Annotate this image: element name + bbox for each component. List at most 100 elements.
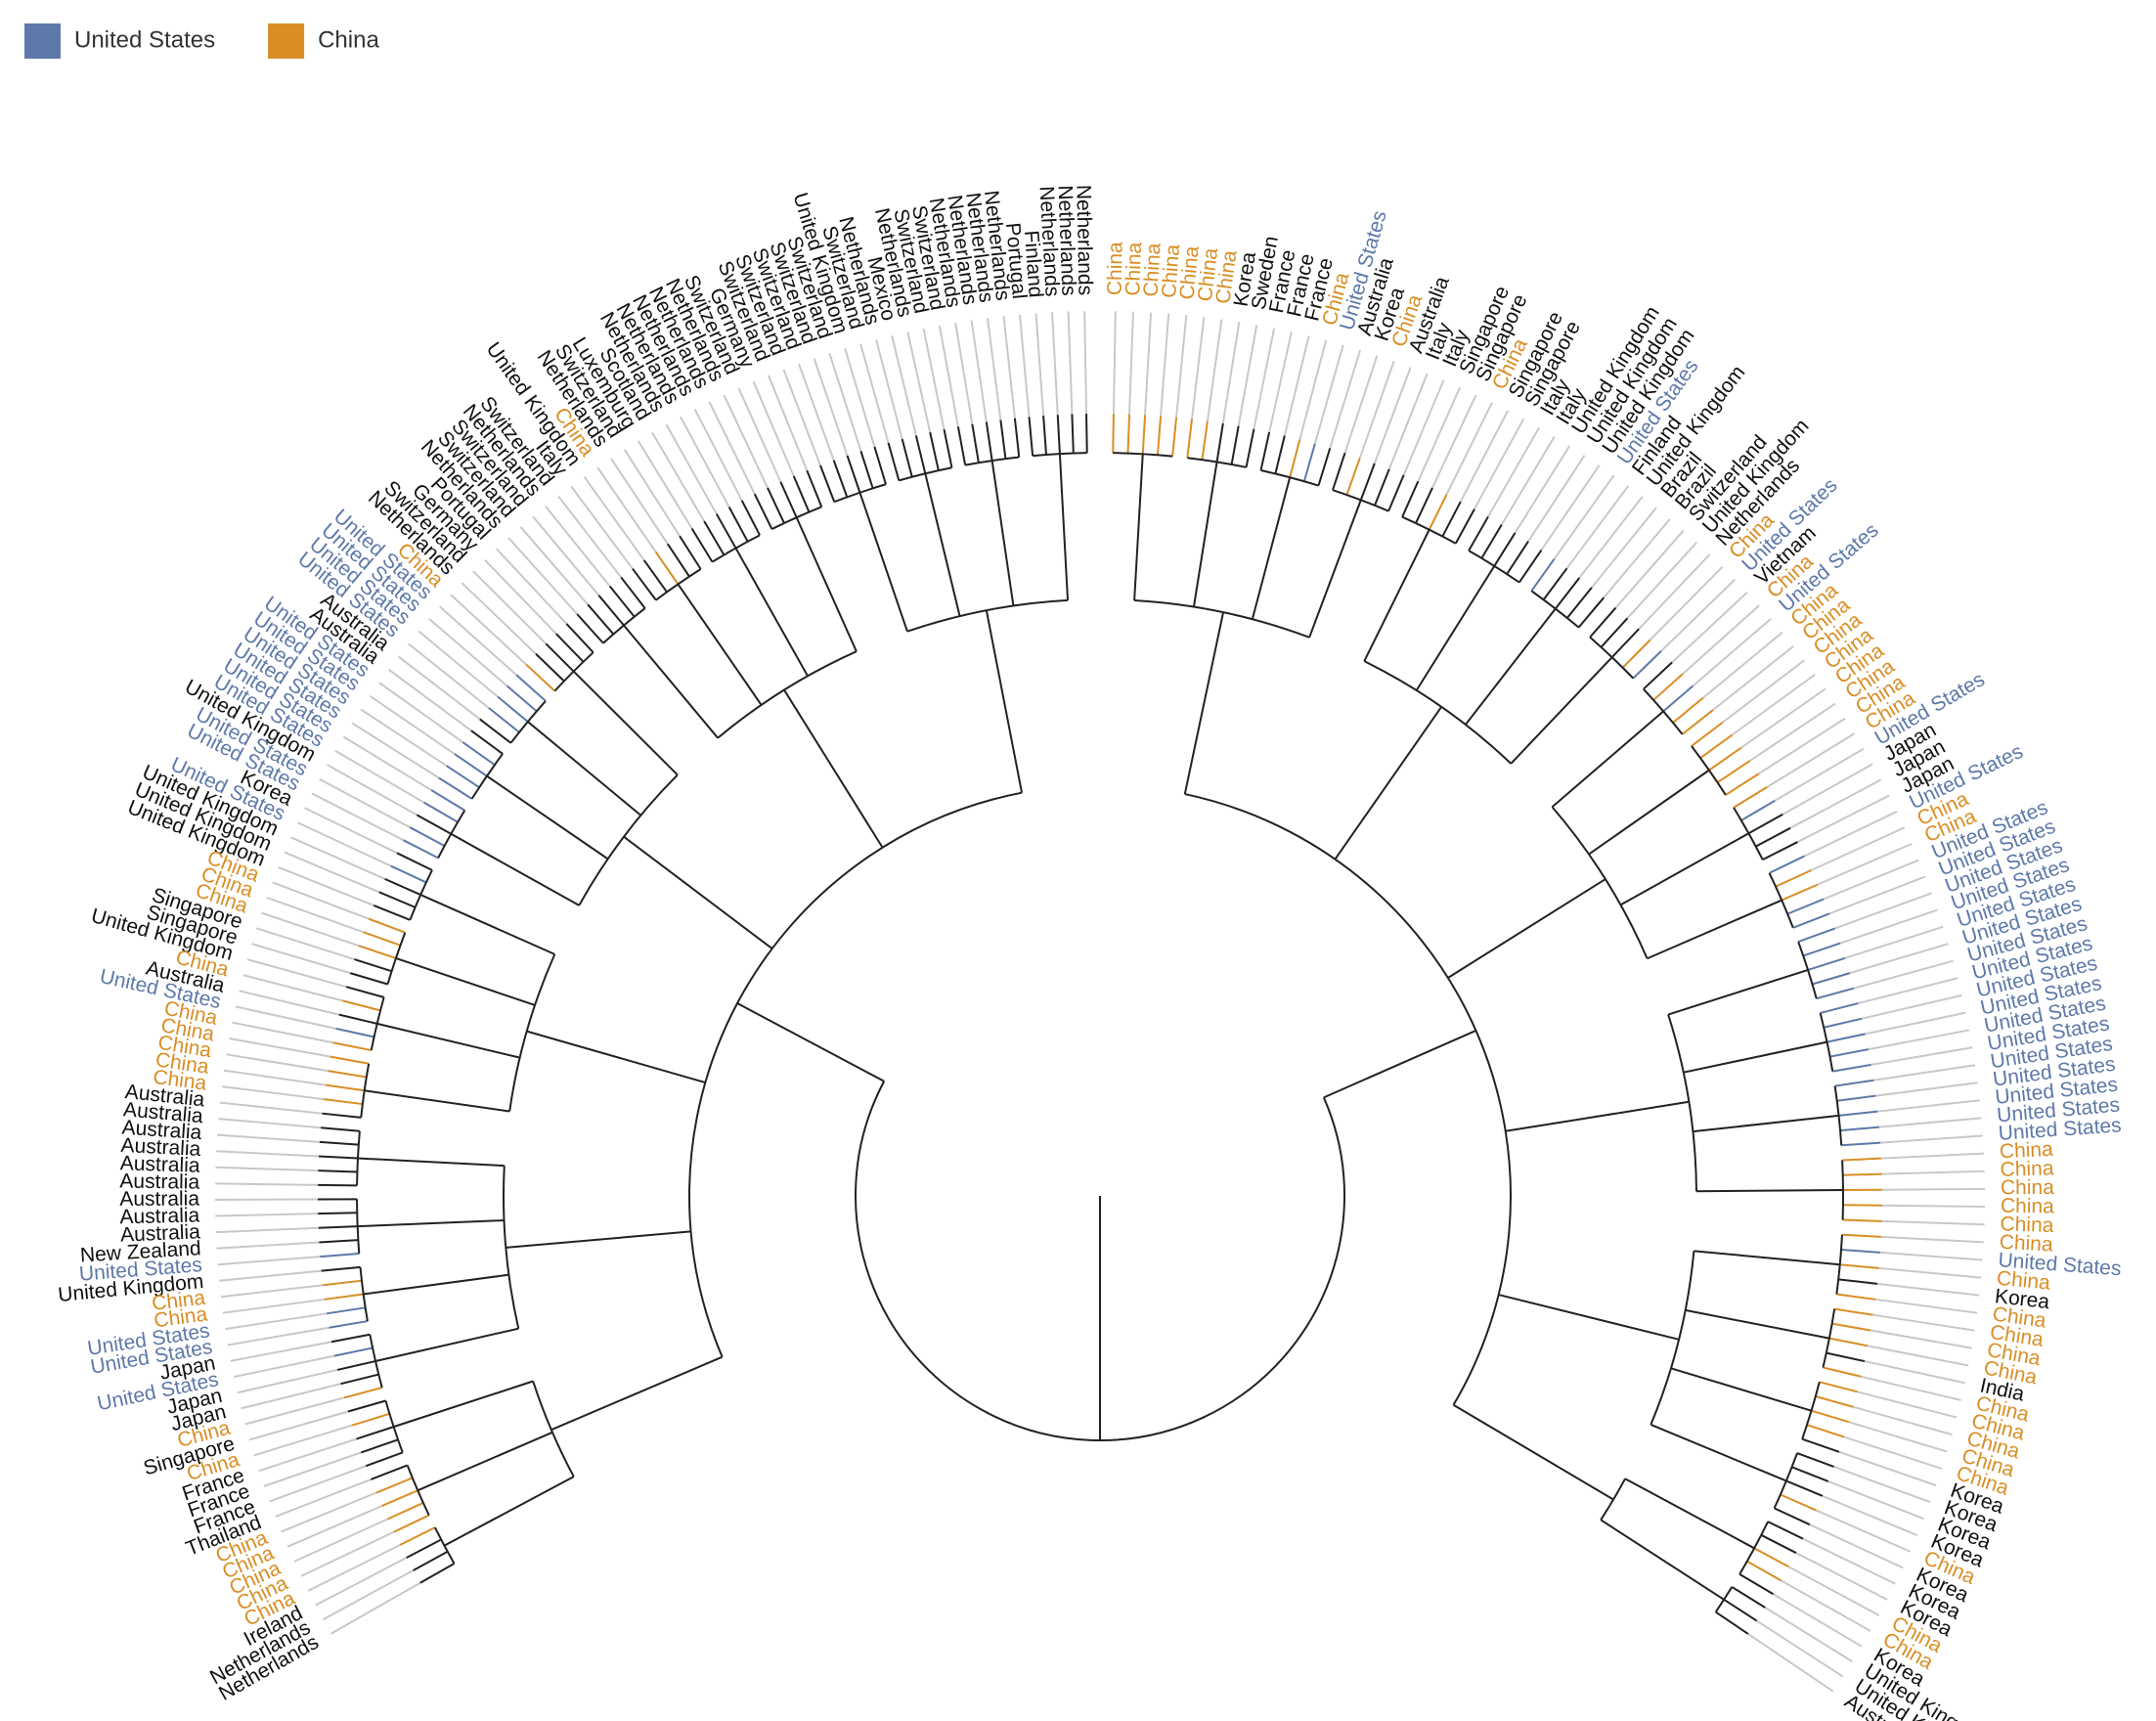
leaf-stem [1826,1033,1866,1043]
leaf-branch [1756,1619,1844,1678]
leaf-stem [320,1126,360,1132]
leaf-stem [1774,1507,1811,1526]
leaf-stem [846,455,861,494]
leaf-stem [1672,696,1704,724]
leaf-branch [461,582,537,655]
leaf-branch [253,1424,353,1457]
internal-branch [924,473,961,617]
leaf-stem [323,1279,363,1287]
leaf-stem [667,543,690,578]
leaf-branch [1206,319,1223,421]
leaf-stem [396,852,433,871]
internal-branch [386,932,407,985]
leaf-stem [1760,1533,1797,1554]
internal-branch [1453,1403,1614,1501]
leaf-branch [1873,1064,1976,1081]
internal-branch [1551,710,1664,808]
leaf-branch [1712,645,1794,711]
leaf-stem [1565,587,1593,619]
leaf-stem [345,986,384,998]
leaf-branch [583,476,645,561]
leaf-branch [596,466,657,553]
leaf-stem [1755,826,1791,848]
leaf-branch [258,1437,357,1473]
leaf-stem [1230,425,1240,465]
leaf-branch [215,1226,319,1234]
leaf-stem [727,507,749,543]
leaf-stem [1085,414,1088,454]
leaf-stem [1842,1157,1882,1162]
leaf-branch [1578,496,1644,579]
internal-branch [1643,687,1684,735]
leaf-branch [708,401,756,495]
internal-branch [1510,656,1613,765]
internal-branch [899,466,952,482]
leaf-stem [1441,501,1462,538]
leaf-stem [1746,1560,1782,1582]
leaf-branch [229,1037,330,1058]
leaf-branch [342,735,432,791]
leaf-branch [545,506,611,588]
leaf-stem [497,695,529,723]
leaf-stem [1359,463,1376,501]
leaf-stem [1785,1479,1824,1497]
leaf-stem [1769,855,1805,874]
leaf-branch [293,1518,388,1563]
internal-branch [1505,1100,1690,1132]
internal-branch [419,894,555,955]
leaf-branch [1817,842,1913,886]
leaf-branch [938,325,959,427]
leaf-stem [1610,628,1640,658]
internal-branch [1588,769,1710,856]
leaf-stem [1738,1573,1775,1596]
leaf-stem [1681,709,1714,735]
leaf-branch [220,1284,324,1299]
leaf-stem [358,945,397,959]
legend-label[interactable]: China [318,26,379,53]
leaf-label: China [1175,244,1203,300]
leaf-branch [219,1269,322,1282]
internal-branch [1251,476,1292,620]
internal-branch [553,651,594,692]
leaf-branch [218,1118,322,1129]
internal-branch [990,460,1015,606]
internal-branch [527,721,641,816]
leaf-stem [1807,956,1846,971]
leaf-stem [679,535,702,570]
leaf-branch [1858,977,1958,1005]
leaf-branch [1474,418,1525,510]
leaf-branch [241,1383,341,1410]
leaf-branch [242,974,343,1002]
leaf-branch [1810,826,1906,871]
legend-swatch[interactable] [24,23,61,59]
leaf-stem [1841,1233,1881,1238]
leaf-stem [342,999,381,1012]
internal-branch [357,1157,505,1168]
leaf-branch [315,1557,408,1607]
internal-branch [363,1273,509,1296]
leaf-stem [1725,772,1760,796]
leaf-stem [423,801,459,823]
legend-label[interactable]: United States [74,26,215,53]
leaf-stem [1753,1547,1789,1568]
leaf-label: Australia [119,1152,200,1177]
leaf-branch [450,594,527,666]
leaf-stem [333,1346,374,1357]
leaf-branch [322,1569,415,1621]
leaf-branch [1773,1593,1863,1648]
leaf-stem [1259,431,1271,471]
leaf-stem [332,1041,372,1052]
leaf-branch [1650,566,1724,641]
internal-branch [376,1022,520,1059]
legend-swatch[interactable] [268,23,305,59]
leaf-stem [318,1212,358,1215]
internal-branch [437,810,466,859]
leaf-branch [1144,312,1153,416]
internal-branch [1619,832,1749,906]
leaf-branch [1128,311,1134,415]
leaf-stem [351,1412,390,1427]
internal-branch [858,492,908,633]
leaf-label: China [2001,1195,2054,1218]
internal-branch [1797,941,1818,999]
leaf-branch [439,605,517,677]
